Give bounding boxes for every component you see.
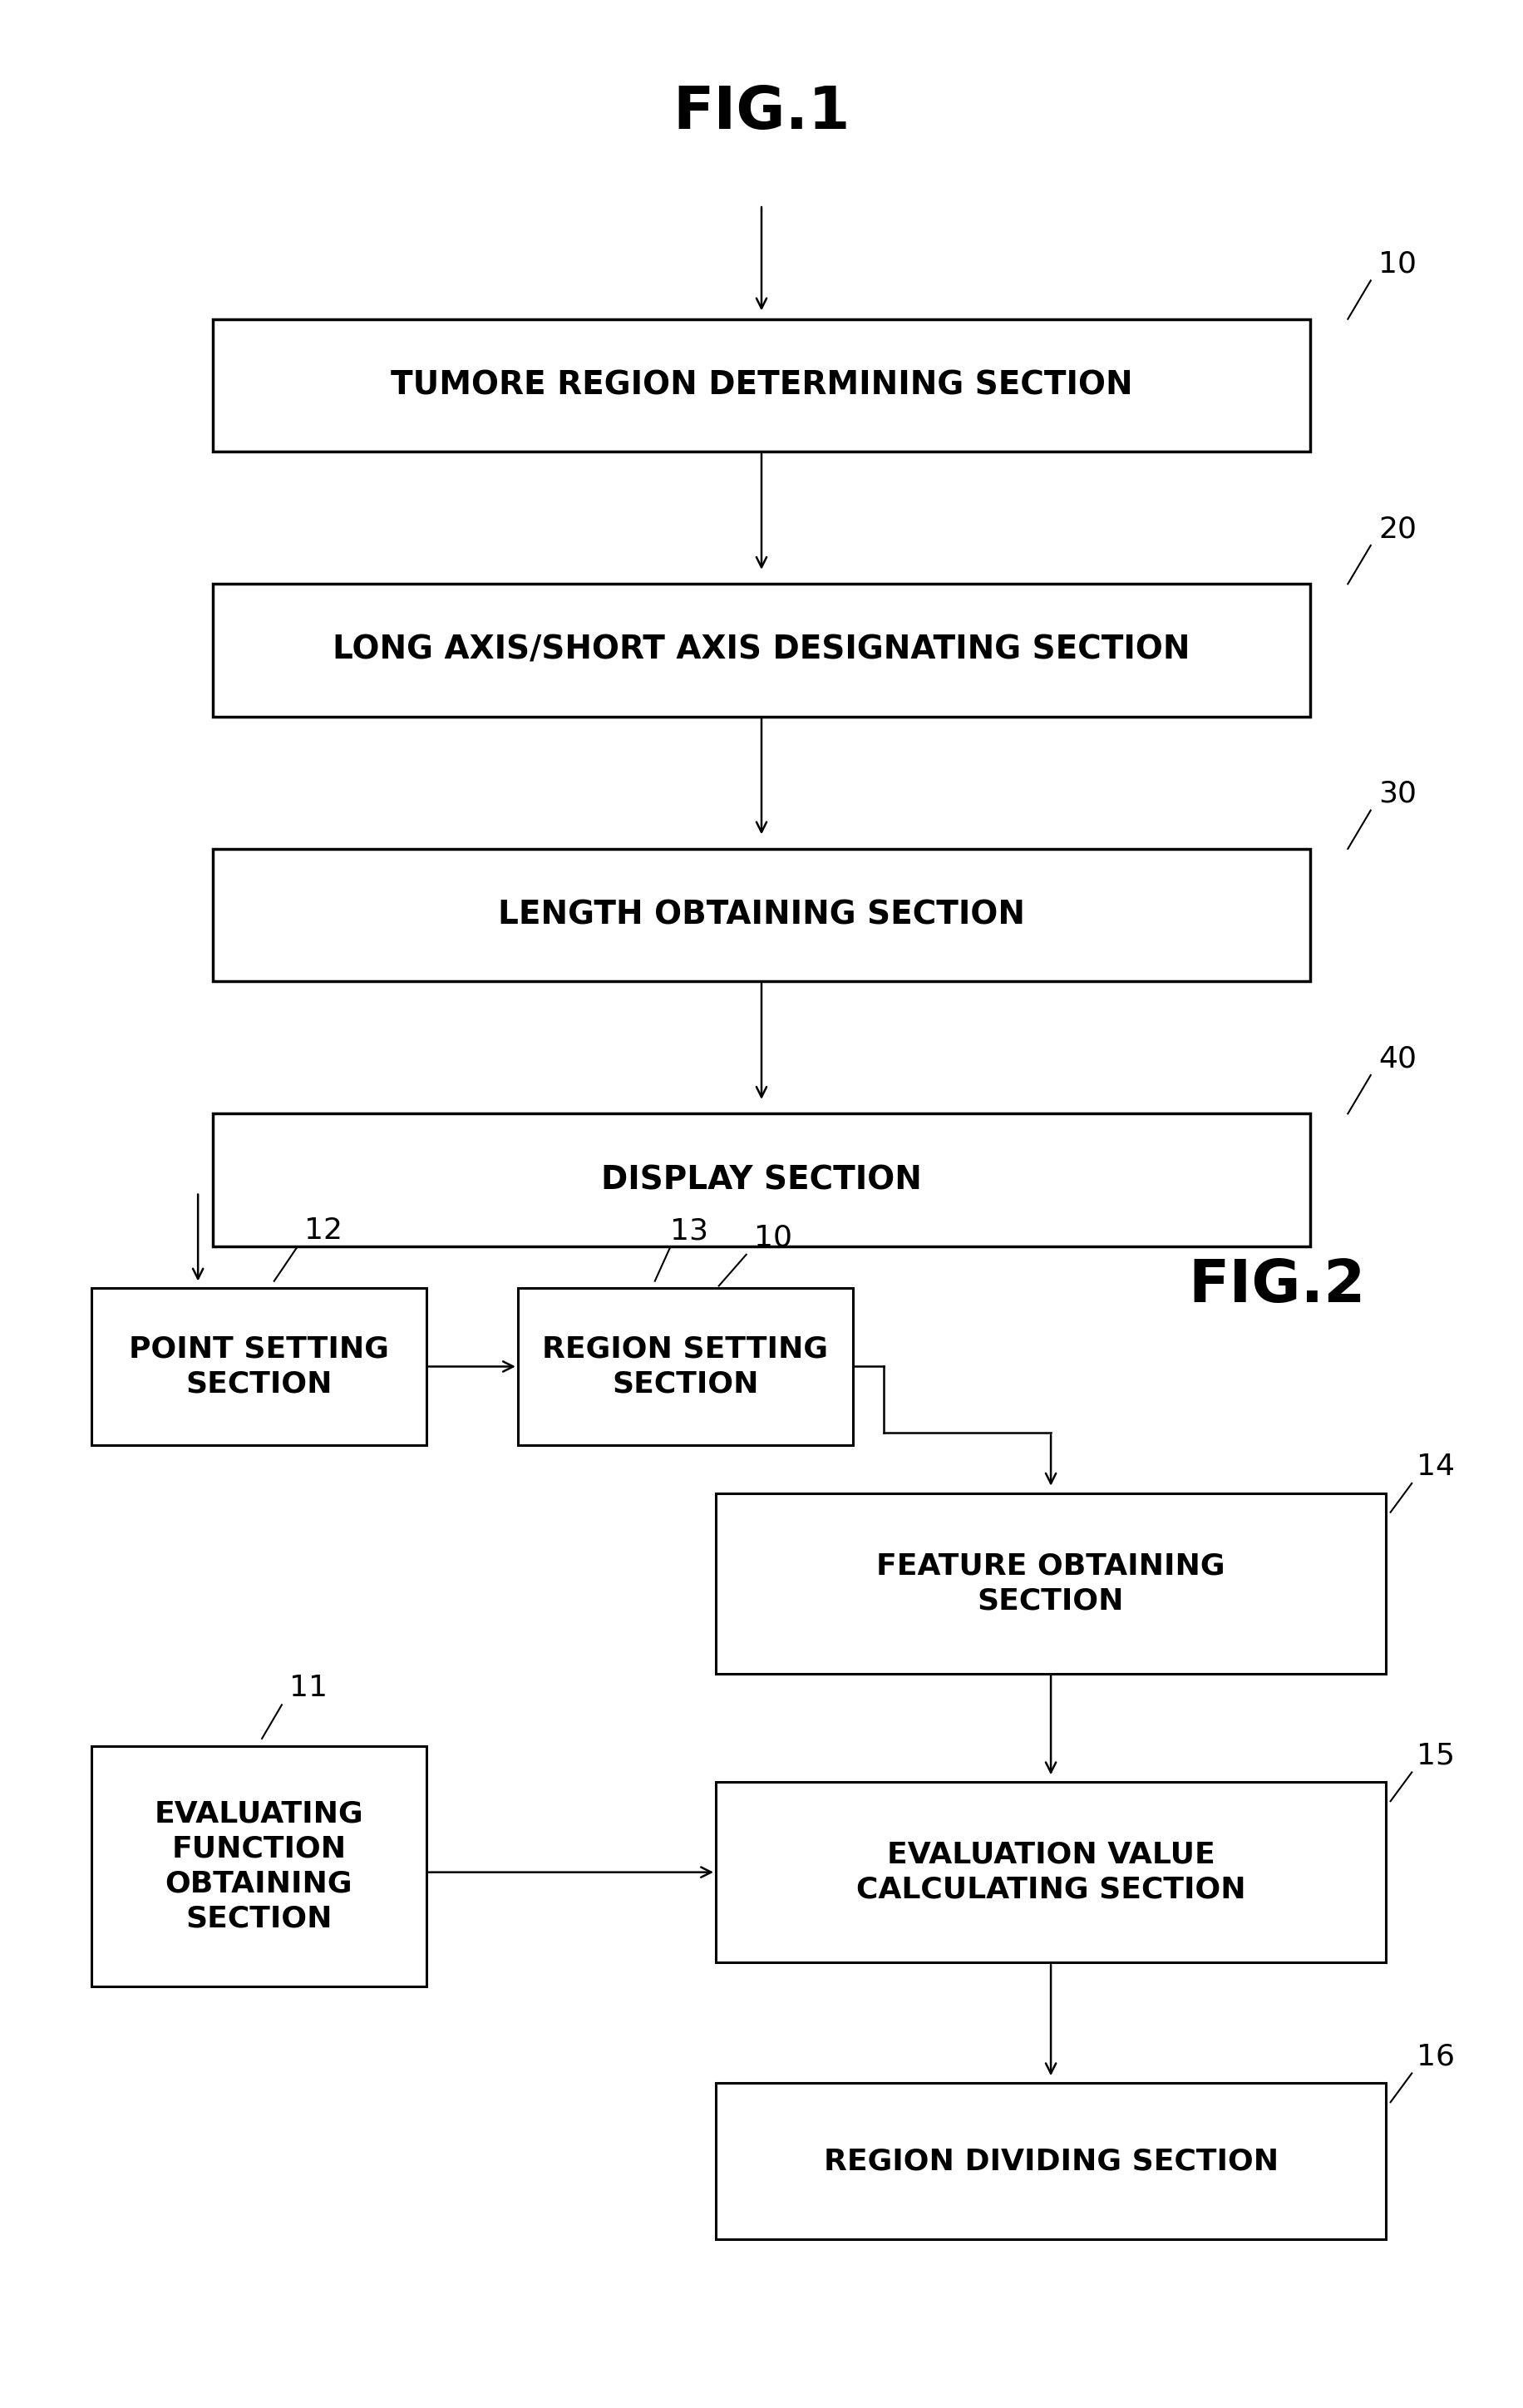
Text: EVALUATING
FUNCTION
OBTAINING
SECTION: EVALUATING FUNCTION OBTAINING SECTION [154, 1799, 364, 1934]
Text: 13: 13 [670, 1216, 708, 1245]
Text: 16: 16 [1416, 2042, 1454, 2071]
Bar [716, 1493, 1386, 1674]
Text: TUMORE REGION DETERMINING SECTION: TUMORE REGION DETERMINING SECTION [390, 368, 1133, 402]
Text: REGION DIVIDING SECTION: REGION DIVIDING SECTION [824, 2148, 1278, 2174]
Bar [91, 1288, 426, 1445]
Text: LONG AXIS/SHORT AXIS DESIGNATING SECTION: LONG AXIS/SHORT AXIS DESIGNATING SECTION [332, 633, 1191, 667]
Bar [213, 318, 1310, 453]
Text: 40: 40 [1378, 1045, 1416, 1074]
Text: FIG.1: FIG.1 [673, 84, 850, 142]
Text: 15: 15 [1416, 1741, 1454, 1770]
Text: DISPLAY SECTION: DISPLAY SECTION [602, 1163, 921, 1197]
Bar [716, 2083, 1386, 2239]
Text: FIG.2: FIG.2 [1188, 1257, 1365, 1315]
Text: 10: 10 [1378, 250, 1416, 277]
Bar [716, 1782, 1386, 1963]
Text: 20: 20 [1378, 515, 1416, 542]
Text: 30: 30 [1378, 780, 1416, 807]
Text: FEATURE OBTAINING
SECTION: FEATURE OBTAINING SECTION [877, 1551, 1224, 1616]
Text: EVALUATION VALUE
CALCULATING SECTION: EVALUATION VALUE CALCULATING SECTION [856, 1840, 1246, 1905]
Bar [91, 1746, 426, 1987]
Text: POINT SETTING
SECTION: POINT SETTING SECTION [129, 1334, 388, 1399]
Text: 11: 11 [289, 1674, 327, 1702]
Bar [213, 1112, 1310, 1247]
Bar [518, 1288, 853, 1445]
Text: REGION SETTING
SECTION: REGION SETTING SECTION [542, 1334, 829, 1399]
Text: 10: 10 [754, 1223, 792, 1252]
Text: 14: 14 [1416, 1452, 1454, 1481]
Text: LENGTH OBTAINING SECTION: LENGTH OBTAINING SECTION [498, 898, 1025, 932]
Bar [213, 583, 1310, 718]
Text: 12: 12 [305, 1216, 343, 1245]
Bar [213, 848, 1310, 982]
